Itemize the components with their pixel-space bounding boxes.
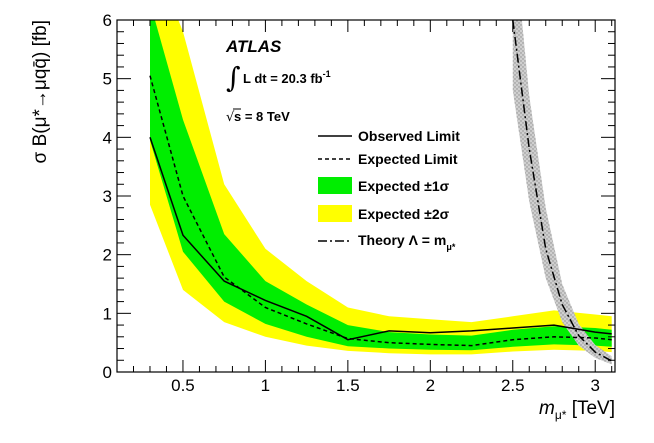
y-major-ticks <box>117 19 615 373</box>
data-layer <box>149 20 613 365</box>
line-theory <box>512 20 613 362</box>
x-axis-title-sub: μ* <box>555 408 567 422</box>
x-minor-ticks <box>116 20 613 372</box>
energy-label: s = 8 TeV <box>234 109 290 124</box>
x-tick-label-0: 0.5 <box>171 376 195 395</box>
y-tick-label-5: 5 <box>103 70 112 89</box>
theory-band <box>512 20 612 365</box>
y-minor-ticks <box>117 31 615 361</box>
y-tick-label-0: 0 <box>103 363 112 382</box>
y-axis-title: σ B(μ*→μqq̄) [fb] <box>30 20 51 163</box>
legend: Observed Limit Expected Limit Expected ±… <box>318 128 460 252</box>
y-tick-label-6: 6 <box>103 11 112 30</box>
y-tick-label-4: 4 <box>103 128 112 147</box>
legend-label-theory-sub: μ* <box>446 242 456 252</box>
x-tick-label-1: 1 <box>261 376 270 395</box>
y-tick-label-2: 2 <box>103 246 112 265</box>
luminosity-text: L dt = 20.3 fb <box>243 71 323 86</box>
x-tick-label-3: 2 <box>426 376 435 395</box>
x-tick-label-4: 2.5 <box>501 376 525 395</box>
line-expected <box>149 75 612 347</box>
legend-label-1sigma: Expected ±1σ <box>358 178 450 194</box>
band-2sigma <box>150 20 612 355</box>
sqrt-sign: √ <box>226 110 235 125</box>
legend-label-observed: Observed Limit <box>358 128 460 144</box>
legend-label-expected: Expected Limit <box>358 151 458 167</box>
legend-key-1sigma <box>318 177 352 194</box>
legend-label-2sigma: Expected ±2σ <box>358 206 450 222</box>
x-tick-label-5: 3 <box>590 376 599 395</box>
x-tick-label-2: 1.5 <box>336 376 360 395</box>
integral-sign: ∫ <box>226 61 241 94</box>
x-axis-title-unit: [TeV] <box>572 398 615 419</box>
x-axis-title-main: m <box>539 398 555 419</box>
y-tick-label-1: 1 <box>103 304 112 323</box>
atlas-label: ATLAS <box>225 37 282 56</box>
legend-label-theory: Theory Λ = mμ* <box>358 232 456 252</box>
line-observed <box>149 137 612 341</box>
y-tick-label-3: 3 <box>103 187 112 206</box>
x-major-ticks <box>182 20 596 372</box>
legend-key-2sigma <box>318 205 352 222</box>
legend-label-theory-main: Theory Λ = m <box>358 232 446 248</box>
x-axis-title: mμ* [TeV] <box>539 398 615 422</box>
luminosity-label: L dt = 20.3 fb-1 <box>243 69 331 86</box>
luminosity-exponent: -1 <box>323 69 331 79</box>
